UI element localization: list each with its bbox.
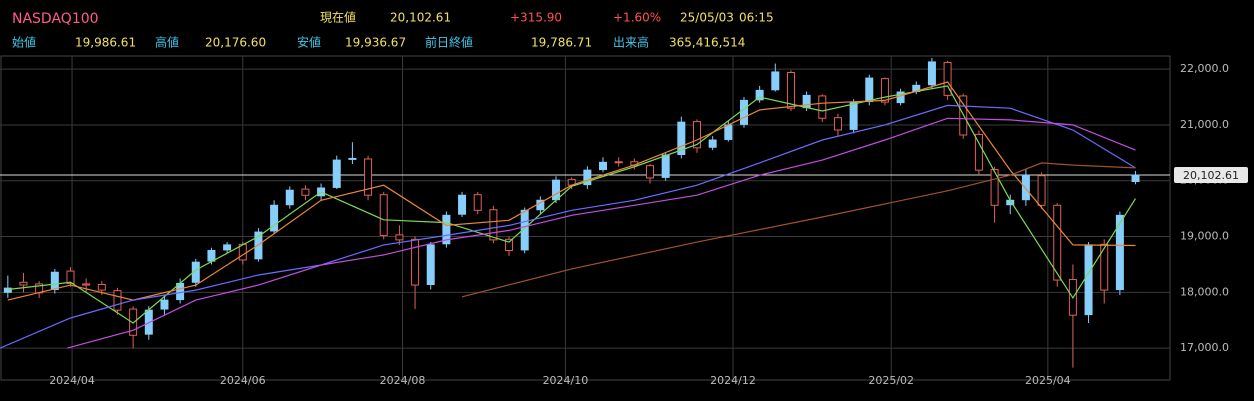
candle-body [974,133,983,171]
candle-body [66,270,75,284]
change-pct: +1.60% [613,11,661,25]
candle-body [771,71,780,91]
candle-body [599,161,608,171]
candle-body [301,188,310,196]
y-tick-label: 17,000.0 [1180,341,1229,354]
candle-body [614,161,623,164]
candle-body [207,249,216,262]
stat-label: 高値 [155,35,179,50]
candle-body [865,77,874,103]
moving-average [7,81,1136,301]
candle-body [348,157,357,160]
candle-body [270,204,279,232]
candle-body [160,299,169,310]
date: 25/05/03 [680,11,734,25]
y-tick-label: 22,000.0 [1180,62,1229,75]
time: 06:15 [739,11,774,25]
candle-body [943,61,952,96]
moving-average [461,162,1136,298]
candle-body [395,234,404,241]
candle-body [458,194,467,215]
candle-body [3,287,12,293]
current-price: 20,102.61 [390,11,451,25]
candle-body [1021,174,1030,201]
stat-label: 出来高 [613,35,649,50]
candle-body [802,94,811,109]
candle-body [677,121,686,156]
stat-value: 19,936.67 [345,36,406,50]
candle-body [1131,174,1140,182]
candle-body [129,308,138,336]
stat-value: 365,416,514 [669,36,745,50]
candle-body [1084,244,1093,316]
candle-body [739,99,748,125]
candle-body [19,281,28,286]
moving-average [67,117,1136,349]
candle-body [223,244,232,251]
x-tick-label: 2024/04 [49,374,95,387]
x-tick-label: 2025/04 [1025,374,1071,387]
candle-body [833,117,842,131]
candle-body [708,139,717,148]
change: +315.90 [510,11,562,25]
candle-body [990,169,999,206]
candle-body [364,158,373,196]
x-tick-label: 2025/02 [868,374,914,387]
stat-label: 安値 [297,35,321,50]
candle-body [1053,204,1062,281]
candle-body [724,124,733,140]
candle-body [1100,243,1109,291]
candle-body [849,101,858,130]
moving-average [7,85,1137,324]
candle-body [285,189,294,206]
candle-body [1037,175,1046,206]
moving-average [0,104,1136,349]
candle-body [583,169,592,186]
candle-body [505,238,514,251]
y-tick-label: 21,000.0 [1180,118,1229,131]
plot-frame [0,55,1171,381]
last-price-label: 20,102.61 [1183,169,1239,182]
candle-body [113,290,122,311]
candle-body [786,72,795,109]
candle-body [1115,214,1124,291]
stat-label: 前日終値 [425,35,473,50]
plot: 17,000.018,000.019,000.020,000.021,000.0… [0,55,1248,387]
last-price-box [1174,167,1248,184]
current-label: 現在値 [320,10,356,25]
stat-value: 19,986.61 [75,36,136,50]
candle-body [473,194,482,211]
candle-body [552,179,561,201]
x-tick-label: 2024/12 [710,374,756,387]
candle-body [97,284,106,291]
stats: 始値 19,986.61 高値 20,176.60 安値 19,936.67 前日終値 19,… [12,35,745,50]
candle-body [411,238,420,286]
candle-body [426,244,435,286]
y-tick-label: 18,000.0 [1180,285,1229,298]
candle-body [50,271,59,291]
candle-body [646,165,654,179]
stat-label: 始値 [12,35,36,50]
stat-value: 19,786.71 [531,36,592,50]
candle-body [755,89,764,101]
candle-body [520,209,529,251]
x-tick-label: 2024/10 [543,374,589,387]
candle-body [82,283,91,286]
candle-body [332,159,341,188]
candle-body [927,61,936,86]
y-tick-label: 19,000.0 [1180,230,1229,243]
candle-body [880,78,889,103]
candle-body [818,95,827,119]
x-tick-label: 2024/08 [380,374,426,387]
candle-body [489,209,498,241]
candle-body [379,194,388,236]
candle-body [442,214,451,245]
stat-value: 20,176.60 [205,36,266,50]
symbol: NASDAQ100 [12,11,99,27]
candle-body [692,121,701,149]
candle-body [661,154,670,178]
x-tick-label: 2024/06 [220,374,266,387]
